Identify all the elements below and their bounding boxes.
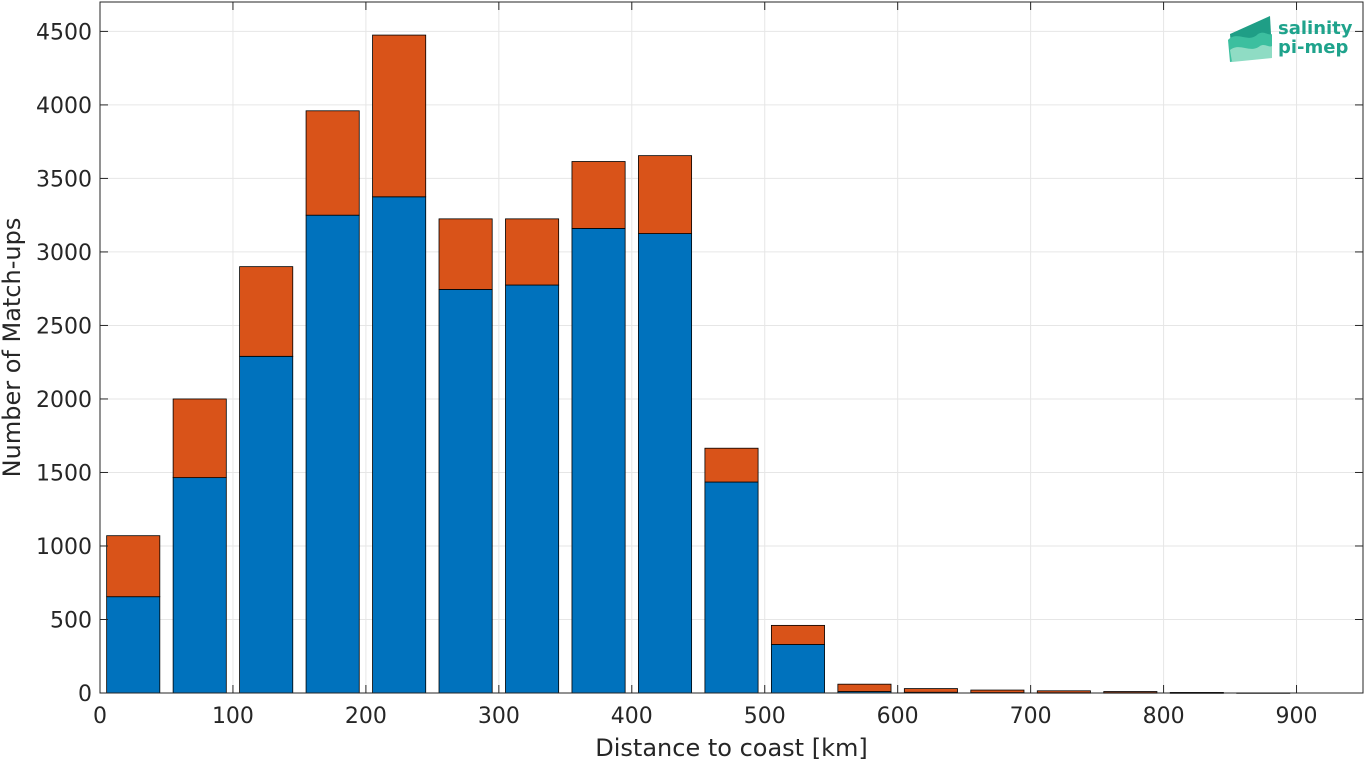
x-tick-label: 900: [1276, 704, 1318, 729]
y-tick-label: 3000: [36, 241, 92, 266]
bar-series-1: [438, 289, 493, 694]
bar-series-1: [239, 355, 294, 694]
y-axis-label: Number of Match-ups: [0, 218, 26, 478]
bar-series-2: [970, 689, 1025, 693]
x-tick-label: 700: [1010, 704, 1052, 729]
bar-series-2: [438, 218, 493, 290]
x-tick-label: 200: [345, 704, 387, 729]
y-tick-label: 1000: [36, 535, 92, 560]
bar-series-1: [372, 196, 427, 694]
bar-series-2: [305, 110, 360, 216]
y-tick-label: 500: [50, 608, 92, 633]
bar-series-1: [305, 214, 360, 694]
x-tick-label: 300: [478, 704, 520, 729]
bar-series-2: [172, 398, 227, 479]
bar-series-2: [1036, 690, 1091, 694]
y-tick-label: 3500: [36, 167, 92, 192]
bar-series-1: [638, 233, 693, 694]
logo-text-salinity: salinity: [1278, 18, 1353, 39]
ticks: 0 100 200 300 400 500 600 700 800 900 0 500 1000 1500…: [36, 2, 1363, 729]
bar-series-2: [770, 624, 825, 645]
x-tick-label: 800: [1143, 704, 1185, 729]
logo-wave-icon: [1228, 16, 1272, 62]
x-tick-label: 400: [611, 704, 653, 729]
bar-series-2: [638, 155, 693, 234]
y-tick-label: 2500: [36, 314, 92, 339]
x-tick-label: 600: [877, 704, 919, 729]
salinity-pimep-logo: salinity pi-mep: [1228, 16, 1353, 62]
bar-series-1: [704, 481, 759, 694]
x-tick-label: 100: [212, 704, 254, 729]
bar-series-2: [571, 161, 626, 229]
bar-series-2: [106, 535, 161, 598]
x-tick-label: 0: [93, 704, 107, 729]
y-tick-label: 4500: [36, 20, 92, 45]
logo-text-pimep: pi-mep: [1278, 37, 1348, 58]
x-tick-label: 500: [744, 704, 786, 729]
y-tick-label: 2000: [36, 388, 92, 413]
bar-series-2: [837, 683, 892, 692]
y-tick-label: 4000: [36, 94, 92, 119]
bar-series-2: [505, 218, 560, 286]
bar-series-1: [106, 596, 161, 694]
bar-series-2: [704, 447, 759, 483]
bar-series-1: [770, 644, 825, 694]
plot-frame: [99, 1, 1364, 694]
x-axis-label: Distance to coast [km]: [595, 734, 867, 761]
bar-series-2: [372, 34, 427, 198]
bar-series-1: [172, 477, 227, 694]
y-tick-label: 0: [78, 682, 92, 707]
bar-series-2: [903, 688, 958, 693]
y-tick-label: 1500: [36, 461, 92, 486]
bar-series-1: [571, 228, 626, 694]
bar-series-2: [239, 266, 294, 357]
bar-series-1: [505, 284, 560, 694]
